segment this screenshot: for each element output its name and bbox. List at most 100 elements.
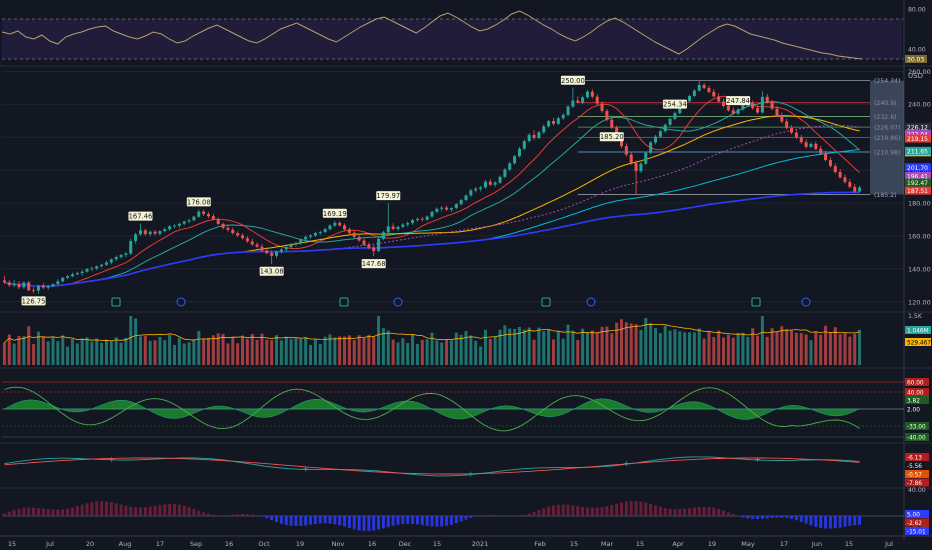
price-tag-label: 187.51	[907, 188, 928, 195]
price-annotation-box	[376, 191, 401, 201]
volume-bar	[517, 326, 521, 365]
osc3-bar	[775, 516, 779, 518]
volume-bar	[673, 329, 677, 365]
volume-bar	[41, 337, 45, 365]
osc3-bar	[333, 516, 337, 525]
volume-bar	[27, 326, 31, 365]
rsi-tick-label: 80.00	[908, 7, 926, 14]
candle-body	[726, 106, 730, 111]
volume-bar	[556, 331, 560, 365]
candle-body	[488, 181, 492, 185]
osc3-bar	[600, 507, 604, 516]
volume-bar	[483, 329, 487, 365]
osc3-bar	[610, 504, 614, 516]
volume-bar	[629, 323, 633, 365]
volume-bar	[794, 332, 798, 365]
osc3-bar	[323, 516, 327, 524]
candle-body	[129, 241, 133, 254]
volume-bar	[309, 344, 313, 365]
osc3-bar	[435, 516, 439, 527]
candle-body	[678, 107, 682, 114]
candle-body	[600, 103, 604, 111]
volume-bar	[352, 340, 356, 365]
price-tag-label: 226.12	[907, 125, 928, 132]
osc3-bar	[2, 513, 6, 516]
osc3-bar	[129, 506, 133, 516]
x-tick-label: 17	[156, 540, 164, 548]
osc3-bar	[406, 516, 410, 524]
osc3-bar	[275, 516, 279, 523]
osc3-bar	[673, 509, 677, 516]
price-annotation-label: 176.08	[187, 198, 211, 206]
osc3-bar	[245, 513, 249, 516]
osc3-bar	[726, 512, 730, 516]
candle-body	[498, 176, 502, 183]
rsi-band	[2, 19, 902, 59]
volume-bar	[581, 328, 585, 365]
volume-bar	[760, 316, 764, 365]
price-tag-label: 201.70	[907, 165, 928, 172]
candle-body	[615, 127, 619, 137]
volume-bar	[328, 334, 332, 365]
osc3-bar	[279, 516, 283, 524]
osc3-tag-label: -2.62	[907, 521, 922, 527]
volume-bar	[551, 339, 555, 365]
candle-body	[323, 229, 327, 232]
osc1-tag-box	[905, 433, 929, 441]
osc3-bar	[542, 508, 546, 516]
candle-body	[192, 216, 196, 221]
osc3-bar	[148, 506, 152, 516]
osc3-bar	[624, 501, 628, 516]
volume-bar	[104, 339, 108, 365]
candle-body	[41, 285, 45, 288]
osc3-bar	[114, 503, 118, 516]
candle-body	[537, 132, 541, 138]
osc3-bar	[343, 516, 347, 527]
osc2-tag-box	[905, 453, 929, 461]
osc3-bar	[522, 514, 526, 516]
volume-bar	[576, 340, 580, 365]
candle-body	[124, 253, 128, 256]
osc2-signal-line	[4, 457, 860, 475]
candle-body	[838, 172, 842, 178]
osc3-bar	[547, 506, 551, 516]
osc1-tag-label: -33.00	[907, 425, 926, 431]
price-tag-box	[905, 146, 931, 155]
osc3-bar	[692, 507, 696, 516]
candle-body	[673, 113, 677, 119]
osc3-bar	[221, 515, 225, 516]
osc3-bar	[313, 516, 317, 525]
event-marker	[111, 297, 121, 307]
volume-bar	[381, 328, 385, 365]
osc3-bar	[537, 510, 541, 516]
candle-body	[445, 207, 449, 210]
volume-bar	[245, 338, 249, 365]
price-annotation-box	[560, 75, 585, 85]
candle-body	[386, 226, 390, 233]
candle-body	[785, 121, 789, 128]
volume-bar	[736, 332, 740, 365]
osc3-bar	[17, 508, 21, 516]
volume-bar	[663, 325, 667, 365]
volume-bar	[318, 343, 322, 365]
candle-body	[644, 152, 648, 164]
volume-bar	[129, 316, 133, 365]
osc3-bar	[581, 506, 585, 516]
osc2-tag-box	[905, 478, 929, 487]
volume-bar	[619, 319, 623, 365]
volume-bar	[275, 335, 279, 365]
osc3-bar	[464, 516, 468, 520]
candle-body	[649, 142, 653, 153]
osc3-bar	[449, 516, 453, 525]
osc3-bar	[595, 507, 599, 516]
volume-bar	[717, 330, 721, 365]
osc2-cross-marker: +	[866, 0, 873, 2]
osc3-tag-box	[905, 527, 929, 535]
candle-body	[610, 119, 614, 128]
candle-body	[819, 148, 823, 154]
volume-bar	[722, 337, 726, 365]
osc3-bar	[192, 508, 196, 516]
candle-body	[459, 200, 463, 205]
